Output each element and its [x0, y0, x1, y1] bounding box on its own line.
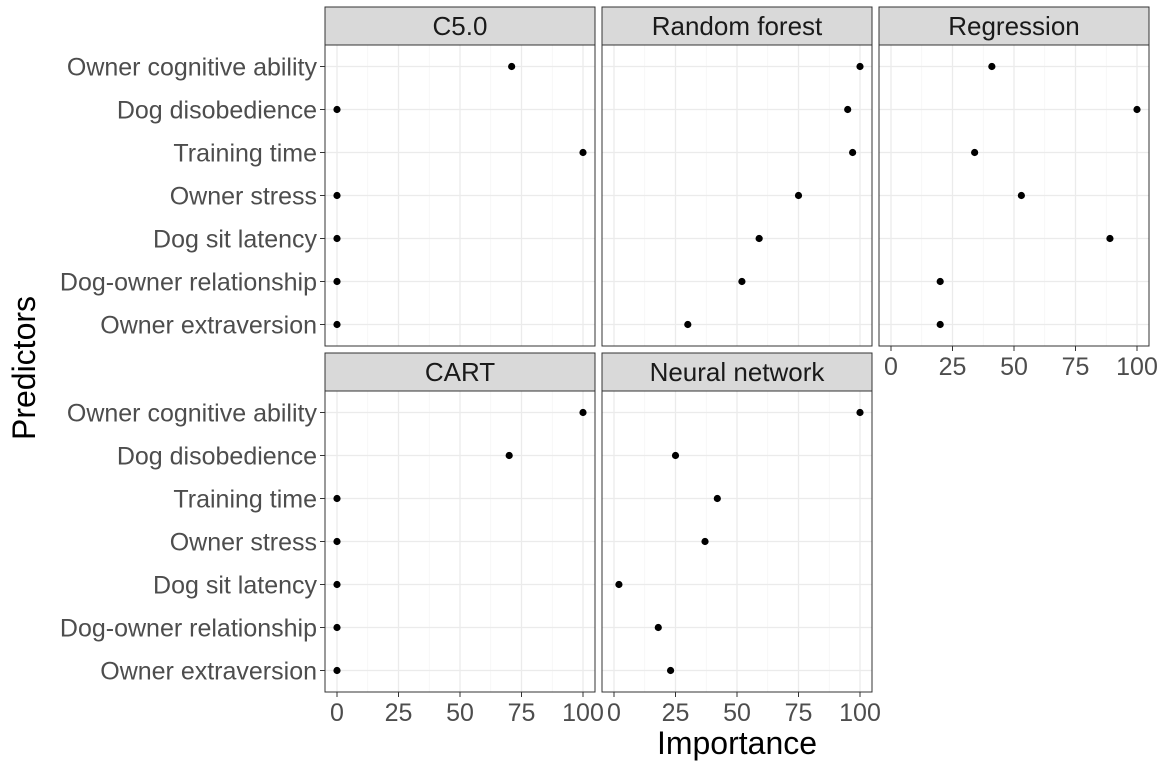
data-point	[333, 666, 341, 675]
data-point	[936, 320, 944, 329]
data-point	[936, 277, 944, 286]
panel-title: Regression	[948, 11, 1080, 41]
x-tick-label: 0	[607, 699, 621, 727]
data-point	[755, 234, 763, 243]
y-tick-label: Dog-owner relationship	[60, 269, 317, 297]
panel-title: CART	[425, 357, 495, 387]
data-point	[988, 62, 996, 71]
data-point	[1017, 191, 1025, 200]
data-point	[579, 148, 587, 157]
panel-strip	[324, 352, 596, 392]
x-tick-label: 0	[884, 353, 898, 381]
data-point	[333, 234, 341, 243]
data-point	[738, 277, 746, 286]
data-point	[333, 105, 341, 114]
data-point	[701, 537, 709, 546]
y-tick-label: Owner cognitive ability	[67, 54, 318, 82]
data-point	[508, 62, 516, 71]
y-tick-label: Owner extraversion	[100, 658, 317, 686]
data-point	[666, 666, 675, 675]
y-tick-label: Dog disobedience	[117, 97, 317, 125]
panel-cart: CART Owner cognitive ability Dog disobedie…	[60, 352, 604, 727]
data-point	[713, 494, 721, 503]
y-tick-label: Dog sit latency	[153, 226, 317, 254]
y-tick-label: Owner stress	[170, 529, 317, 557]
panel-strip	[601, 352, 873, 392]
y-tick-label: Dog disobedience	[117, 443, 317, 471]
panel-regression: Regression 0 25 50 75 100	[878, 6, 1158, 381]
x-tick-label: 75	[1062, 353, 1090, 381]
x-tick-label: 0	[330, 699, 344, 727]
y-tick-label: Dog sit latency	[153, 572, 317, 600]
data-point	[856, 408, 864, 417]
x-tick-label: 75	[785, 699, 813, 727]
data-point	[333, 277, 341, 286]
x-tick-label: 75	[508, 699, 536, 727]
x-tick-label: 25	[385, 699, 413, 727]
data-point	[1106, 234, 1114, 243]
panel-strip	[878, 6, 1150, 46]
x-tick-label: 25	[939, 353, 967, 381]
panel-title: C5.0	[433, 11, 488, 41]
data-point	[856, 62, 864, 71]
y-tick-label: Dog-owner relationship	[60, 615, 317, 643]
data-point	[615, 580, 623, 589]
panel-title: Random forest	[652, 11, 823, 41]
data-point	[333, 623, 341, 632]
data-point	[794, 191, 803, 200]
panel-strip	[324, 6, 596, 46]
x-tick-label: 100	[1116, 353, 1158, 381]
data-point	[333, 537, 341, 546]
x-tick-label: 100	[562, 699, 604, 727]
data-point	[654, 623, 662, 632]
x-tick-label: 50	[1000, 353, 1028, 381]
data-point	[849, 148, 857, 157]
data-point	[333, 580, 341, 589]
data-point	[684, 320, 692, 329]
panel-title: Neural network	[650, 357, 826, 387]
panel-c5-0: C5.0 Owner cognitive ability Dog disobedie…	[60, 6, 596, 347]
data-point	[671, 451, 680, 460]
data-point	[333, 191, 341, 200]
panel-strip	[601, 6, 873, 46]
data-point	[333, 320, 341, 329]
x-axis-title: Importance	[657, 725, 817, 761]
data-point	[579, 408, 587, 417]
panel-neural-network: Neural network 0 25 50 75 100	[601, 352, 881, 727]
y-tick-label: Owner extraversion	[100, 312, 317, 340]
panel-random-forest: Random forest	[601, 6, 873, 347]
data-point	[505, 451, 513, 460]
data-point	[844, 105, 852, 114]
y-tick-label: Owner cognitive ability	[67, 400, 318, 428]
y-tick-label: Training time	[173, 486, 317, 514]
x-tick-label: 100	[839, 699, 881, 727]
data-point	[1133, 105, 1141, 114]
y-tick-label: Training time	[173, 140, 317, 168]
x-tick-label: 50	[723, 699, 751, 727]
data-point	[333, 494, 341, 503]
x-tick-label: 25	[662, 699, 690, 727]
data-point	[971, 148, 979, 157]
x-tick-label: 50	[446, 699, 474, 727]
y-tick-label: Owner stress	[170, 183, 317, 211]
y-axis-title: Predictors	[6, 296, 42, 440]
